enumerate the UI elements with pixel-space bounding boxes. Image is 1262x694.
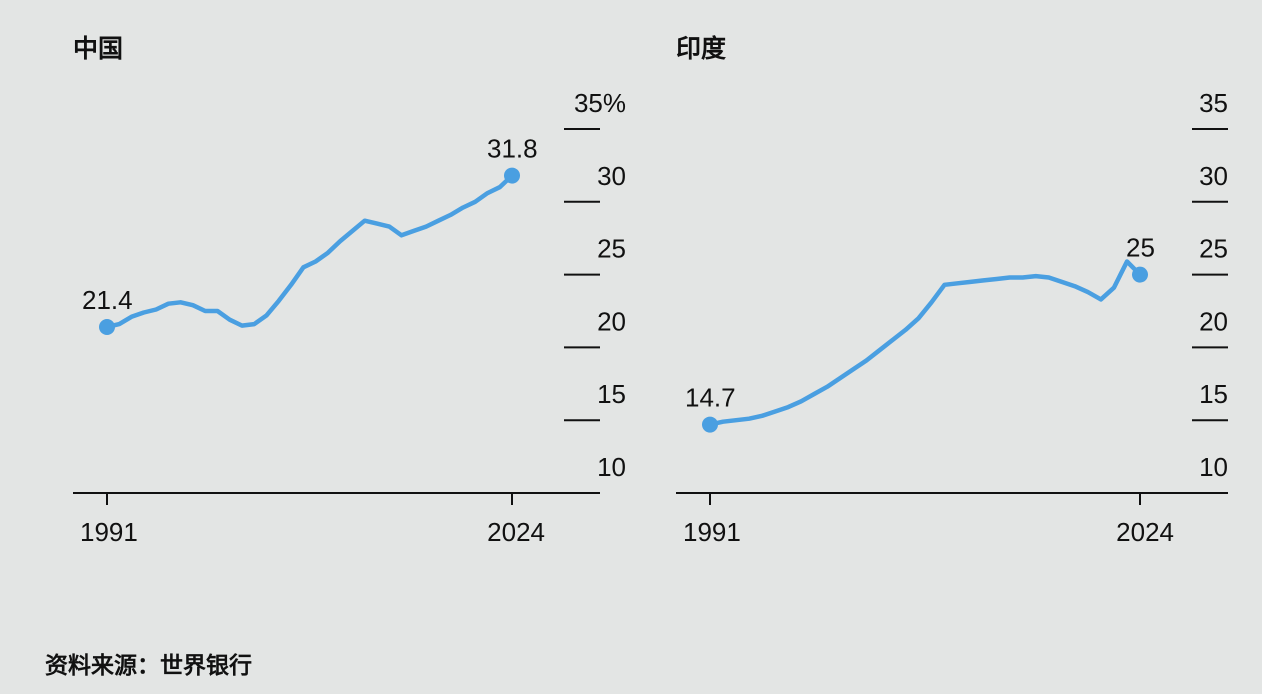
china-y-tick-label-15: 15	[597, 379, 626, 409]
china-y-tick-label-10: 10	[597, 452, 626, 482]
china-y-tick-label-25: 25	[597, 234, 626, 264]
china-end-point	[504, 167, 520, 184]
india-end-point	[1132, 266, 1148, 283]
china-end-label: 31.8	[487, 134, 538, 164]
china-y-tick-label-30: 30	[597, 161, 626, 191]
india-y-tick-label-10: 10	[1199, 452, 1228, 482]
china-x-tick-label-start: 1991	[80, 517, 138, 547]
india-y-tick-label-20: 20	[1199, 306, 1228, 336]
india-y-tick-label-30: 30	[1199, 161, 1228, 191]
china-x-tick-label-end: 2024	[487, 517, 545, 547]
india-chart-title: 印度	[676, 34, 726, 63]
china-chart-title: 中国	[73, 34, 123, 63]
china-start-label: 21.4	[82, 285, 133, 315]
india-panel: 印度 35 30 25 20 15 10 1991 2024 14.7 25	[676, 34, 1228, 547]
china-start-point	[99, 319, 115, 336]
india-x-tick-label-end: 2024	[1116, 517, 1174, 547]
india-y-tick-label-15: 15	[1199, 379, 1228, 409]
china-panel: 中国 35% 30 25 20 15 10 1991 2024 21.4 31.8	[73, 34, 626, 547]
china-y-tick-label-20: 20	[597, 306, 626, 336]
india-end-label: 25	[1126, 233, 1155, 263]
source-note: 资料来源：世界银行	[45, 653, 252, 679]
india-y-tick-label-35: 35	[1199, 88, 1228, 118]
india-y-tick-label-25: 25	[1199, 234, 1228, 264]
china-y-tick-label-35: 35%	[574, 88, 626, 118]
india-x-tick-label-start: 1991	[683, 517, 741, 547]
china-series-line	[104, 173, 515, 330]
india-start-label: 14.7	[685, 383, 736, 413]
india-start-point	[702, 416, 718, 433]
india-series-line	[707, 259, 1143, 427]
